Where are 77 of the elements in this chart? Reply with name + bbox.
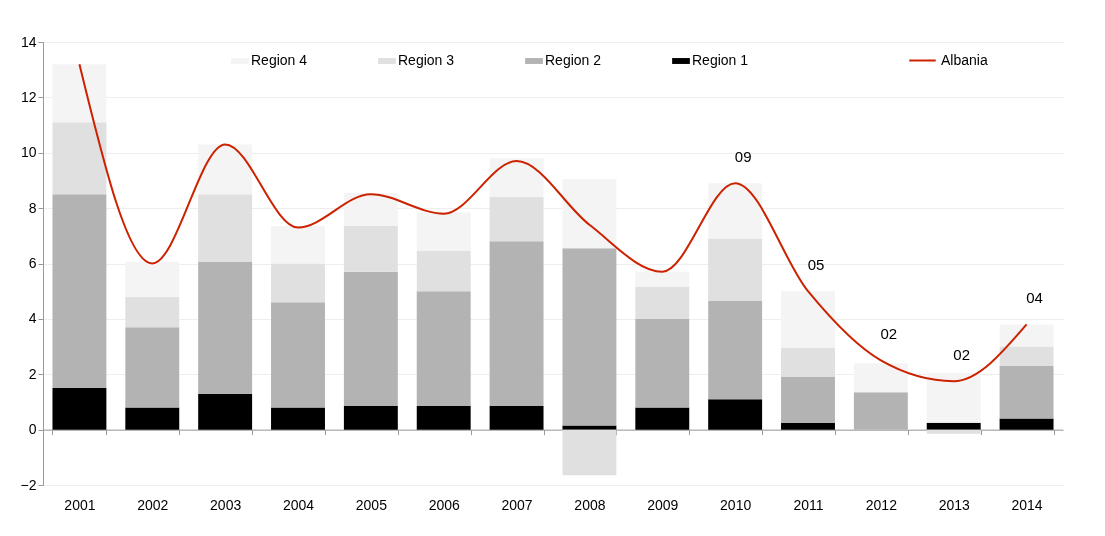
y-tick-label: 0 xyxy=(28,421,37,438)
y-tick-label: 6 xyxy=(28,255,37,271)
x-tick-label: 2009 xyxy=(647,496,679,513)
bar xyxy=(198,393,253,430)
x-tick-label: 2002 xyxy=(137,496,169,513)
legend-label: Region 4 xyxy=(251,52,308,68)
annotation: 05 xyxy=(807,256,825,274)
x-tick-label: 2014 xyxy=(1011,496,1043,513)
bar xyxy=(52,388,107,430)
y-tick-label: 12 xyxy=(20,88,37,105)
bar xyxy=(999,418,1054,430)
bar xyxy=(52,194,107,389)
y-tick-label: 10 xyxy=(20,144,37,161)
bar xyxy=(416,251,471,292)
legend-label: Region 3 xyxy=(398,52,455,68)
bar xyxy=(562,248,617,426)
bar xyxy=(926,429,981,434)
bar xyxy=(125,327,180,408)
bar xyxy=(271,263,325,303)
bar xyxy=(999,365,1054,419)
bar xyxy=(999,324,1054,347)
annotation: 09 xyxy=(734,148,752,166)
bar xyxy=(271,407,325,430)
annotation: 02 xyxy=(880,325,898,343)
bar xyxy=(708,238,763,301)
bar xyxy=(416,406,471,430)
bar xyxy=(635,407,690,430)
y-tick-label: 8 xyxy=(28,199,37,216)
bar xyxy=(416,212,471,252)
x-tick-label: 2007 xyxy=(501,496,533,513)
bar xyxy=(271,302,325,408)
x-tick-label: 2011 xyxy=(793,496,824,513)
bar xyxy=(489,158,544,198)
legend-label: Albania xyxy=(941,51,988,68)
bar xyxy=(489,197,544,242)
bar xyxy=(708,399,763,430)
bar xyxy=(416,291,471,407)
bar xyxy=(198,262,253,394)
bar xyxy=(708,183,763,239)
annotation: 02 xyxy=(953,346,971,364)
bar xyxy=(343,406,398,430)
bar xyxy=(926,422,981,430)
x-tick-label: 2012 xyxy=(865,496,898,513)
bar xyxy=(343,226,398,272)
bar xyxy=(781,377,835,423)
x-tick-label: 2001 xyxy=(64,496,96,513)
legend-label: Region 2 xyxy=(545,52,602,68)
bar xyxy=(853,392,908,430)
bar xyxy=(489,406,544,430)
bar xyxy=(635,318,690,408)
y-tick-label: −2 xyxy=(20,476,37,493)
x-tick-label: 2010 xyxy=(720,496,752,513)
bar xyxy=(708,300,763,400)
bar xyxy=(635,287,690,319)
x-tick-label: 2004 xyxy=(282,496,315,513)
legend-label: Region 1 xyxy=(692,52,749,68)
y-tick-label: 4 xyxy=(28,310,37,327)
bar xyxy=(635,271,690,288)
x-tick-label: 2005 xyxy=(355,496,388,513)
bar xyxy=(271,226,325,264)
bar xyxy=(562,429,617,476)
x-tick-label: 2008 xyxy=(574,496,606,513)
bar xyxy=(52,122,107,195)
x-tick-label: 2006 xyxy=(428,496,460,513)
bar xyxy=(562,425,617,430)
annotation: 04 xyxy=(1026,289,1043,307)
y-tick-label: 14 xyxy=(20,33,37,50)
bar xyxy=(781,422,835,430)
bar xyxy=(125,407,180,430)
bar xyxy=(999,346,1054,366)
bar xyxy=(343,271,398,407)
bar xyxy=(198,194,253,263)
x-tick-label: 2013 xyxy=(938,496,970,513)
x-tick-label: 2003 xyxy=(210,496,242,513)
bar xyxy=(489,241,544,407)
y-tick-label: 2 xyxy=(28,365,37,382)
bar xyxy=(125,296,180,328)
